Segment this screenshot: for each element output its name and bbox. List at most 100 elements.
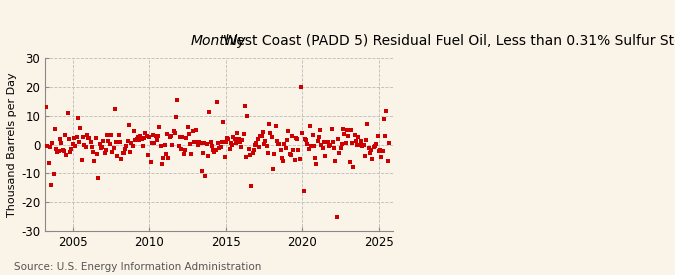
- Point: [353, 134, 364, 139]
- Point: [94, 142, 105, 146]
- Point: [363, 146, 374, 150]
- Point: [139, 136, 150, 141]
- Point: [236, 145, 246, 150]
- Point: [167, 143, 178, 147]
- Point: [331, 214, 342, 219]
- Point: [310, 156, 321, 161]
- Point: [242, 114, 253, 118]
- Point: [373, 149, 384, 153]
- Point: [102, 133, 113, 138]
- Point: [192, 142, 203, 147]
- Point: [101, 147, 111, 152]
- Point: [85, 140, 96, 144]
- Point: [144, 135, 155, 139]
- Point: [157, 162, 167, 166]
- Point: [99, 151, 110, 155]
- Point: [364, 151, 375, 155]
- Point: [323, 140, 333, 144]
- Point: [334, 151, 345, 155]
- Point: [62, 111, 73, 115]
- Point: [372, 134, 383, 138]
- Point: [336, 141, 347, 146]
- Point: [302, 142, 313, 146]
- Point: [148, 132, 159, 137]
- Point: [352, 143, 362, 147]
- Point: [219, 154, 230, 159]
- Point: [376, 155, 387, 159]
- Point: [281, 138, 292, 142]
- Point: [205, 140, 216, 145]
- Point: [121, 143, 132, 148]
- Point: [188, 139, 199, 144]
- Point: [200, 174, 211, 178]
- Point: [300, 136, 310, 141]
- Point: [178, 152, 189, 156]
- Point: [221, 140, 232, 145]
- Point: [198, 151, 209, 155]
- Point: [51, 147, 61, 151]
- Point: [279, 142, 290, 146]
- Point: [293, 148, 304, 152]
- Point: [185, 142, 196, 146]
- Point: [63, 137, 74, 141]
- Point: [292, 137, 302, 141]
- Text: West Coast (PADD 5) Residual Fuel Oil, Less than 0.31% Sulfur Stock Change: West Coast (PADD 5) Residual Fuel Oil, L…: [219, 34, 675, 48]
- Point: [326, 127, 337, 132]
- Point: [78, 135, 88, 140]
- Point: [190, 140, 200, 144]
- Point: [82, 133, 92, 138]
- Point: [301, 138, 312, 142]
- Point: [130, 137, 140, 142]
- Point: [369, 144, 379, 149]
- Point: [357, 144, 368, 148]
- Point: [92, 152, 103, 156]
- Point: [124, 123, 134, 127]
- Point: [132, 134, 143, 139]
- Point: [122, 139, 133, 144]
- Point: [375, 148, 385, 152]
- Point: [45, 145, 55, 149]
- Point: [224, 147, 235, 151]
- Point: [207, 144, 217, 148]
- Point: [288, 148, 299, 153]
- Point: [303, 147, 314, 151]
- Y-axis label: Thousand Barrels per Day: Thousand Barrels per Day: [7, 72, 17, 217]
- Point: [338, 127, 348, 131]
- Point: [186, 152, 197, 156]
- Point: [356, 138, 367, 143]
- Point: [93, 175, 104, 180]
- Point: [40, 105, 51, 109]
- Point: [231, 141, 242, 145]
- Point: [275, 148, 286, 152]
- Point: [264, 121, 275, 126]
- Point: [321, 140, 332, 144]
- Point: [202, 153, 213, 158]
- Point: [241, 155, 252, 160]
- Point: [379, 116, 389, 121]
- Point: [304, 124, 315, 128]
- Point: [377, 149, 388, 153]
- Point: [343, 134, 354, 138]
- Point: [325, 143, 335, 147]
- Point: [339, 132, 350, 137]
- Point: [383, 141, 394, 145]
- Point: [184, 132, 194, 136]
- Point: [230, 137, 240, 141]
- Point: [176, 147, 186, 152]
- Point: [180, 148, 190, 152]
- Point: [98, 139, 109, 143]
- Point: [228, 135, 239, 139]
- Point: [158, 156, 169, 160]
- Point: [187, 128, 198, 133]
- Point: [280, 146, 291, 150]
- Point: [371, 142, 381, 147]
- Point: [72, 116, 83, 120]
- Point: [113, 133, 124, 138]
- Point: [103, 139, 114, 144]
- Point: [340, 141, 351, 145]
- Point: [333, 137, 344, 141]
- Point: [76, 158, 87, 162]
- Point: [111, 140, 122, 144]
- Point: [49, 127, 60, 131]
- Point: [344, 160, 355, 164]
